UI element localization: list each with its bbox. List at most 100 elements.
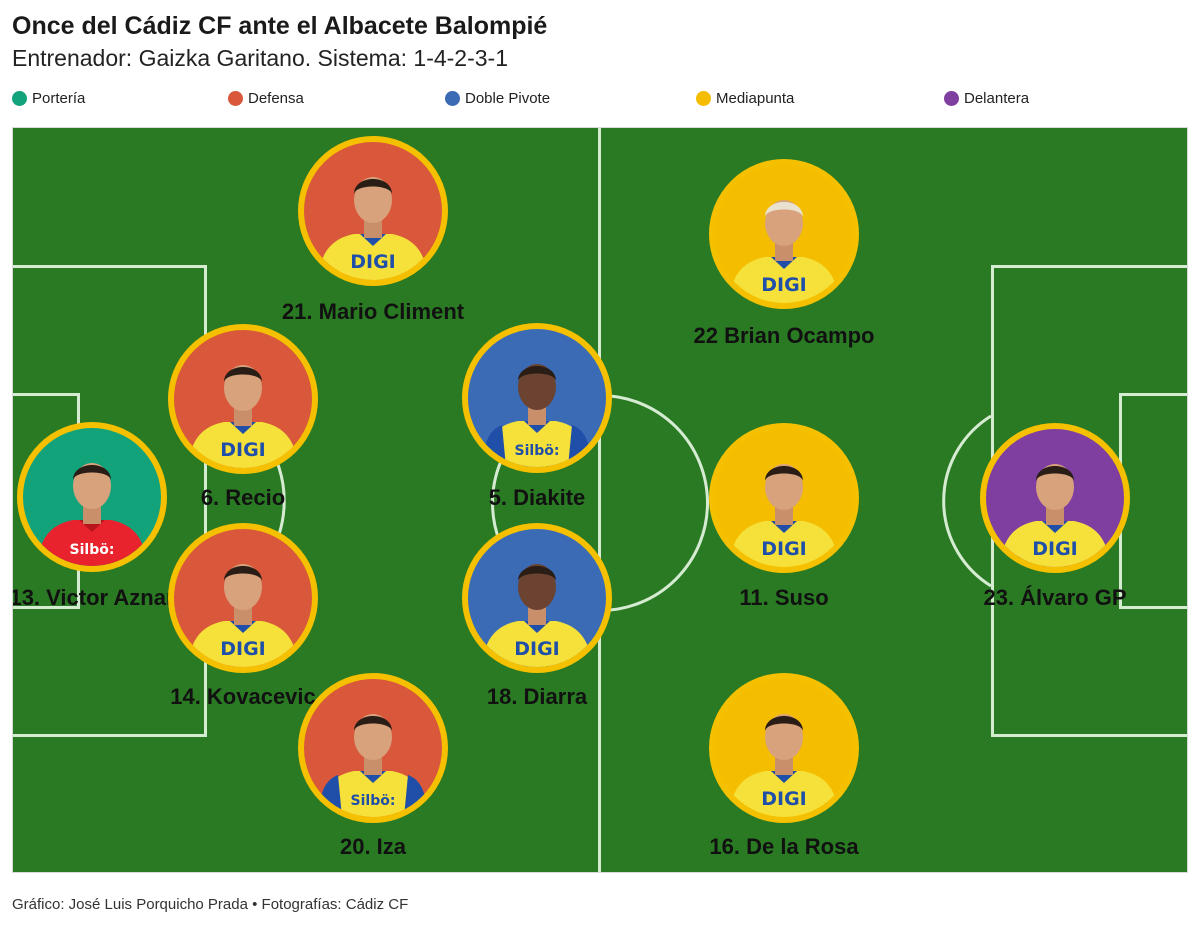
player-photo-circle: DIGI (709, 159, 859, 309)
shirt-shape (188, 422, 298, 468)
legend-dot-porteria (12, 91, 27, 106)
player-photo: DIGI (986, 429, 1124, 567)
neck-shape (528, 607, 546, 625)
player-photo: Silbö: (23, 428, 161, 566)
player-photo: DIGI (174, 330, 312, 468)
legend-label: Delantera (964, 90, 1030, 107)
player-photo: Silbö: (468, 329, 606, 467)
shirt-sleeve-right (404, 775, 428, 817)
legend-dot-delantera (944, 91, 959, 106)
shirt-sleeve-right (568, 425, 592, 467)
shirt-shape (37, 520, 147, 566)
hair-shape (518, 366, 556, 381)
shirt-sponsor-text: DIGI (514, 638, 560, 660)
hair-shape (765, 202, 803, 217)
player-photo-circle: DIGI (709, 423, 859, 573)
player-photo: DIGI (468, 529, 606, 667)
shirt-sleeve-left (318, 775, 342, 817)
football-pitch: Silbö: 13. Victor Aznar DIGI 21. Mario C… (12, 127, 1188, 873)
player-photo-circle: DIGI (980, 423, 1130, 573)
player-portrait-icon: Silbö: (482, 364, 592, 467)
head-shape (765, 200, 803, 246)
player-portrait-icon: DIGI (729, 464, 839, 567)
head-shape (1036, 464, 1074, 510)
neck-shape (528, 407, 546, 425)
player-photo: DIGI (715, 165, 853, 303)
player-name: 6. Recio (200, 485, 286, 510)
player-name: 13. Victor Aznar (12, 585, 175, 610)
player-photo-circle: DIGI (462, 523, 612, 673)
neck-shape (364, 220, 382, 238)
shirt-shape (482, 621, 592, 667)
shirt-shape (729, 257, 839, 303)
legend-label: Doble Pivote (465, 90, 551, 107)
player-name: 5. Diakite (488, 485, 586, 510)
player-photo-circle: Silbö: (17, 422, 167, 572)
legend: Portería Defensa Doble Pivote Mediapunta… (12, 90, 1188, 110)
shirt-sponsor-text: DIGI (1032, 538, 1078, 560)
player-photo-circle: DIGI (168, 324, 318, 474)
shirt-shape (318, 234, 428, 280)
shirt-sponsor-text: DIGI (220, 439, 266, 461)
legend-dot-defensa (228, 91, 243, 106)
legend-item-pivote: Doble Pivote (445, 90, 550, 107)
shirt-sponsor-text: DIGI (761, 274, 807, 296)
player-photo-circle: Silbö: (298, 673, 448, 823)
shirt-sponsor-text: DIGI (761, 788, 807, 810)
head-shape (354, 714, 392, 760)
hair-shape (354, 716, 392, 731)
left-penalty-area (13, 265, 207, 737)
neck-shape (234, 607, 252, 625)
player-photo-circle: DIGI (168, 523, 318, 673)
player-portrait-icon: DIGI (188, 564, 298, 667)
player-portrait-icon: DIGI (318, 177, 428, 280)
player-portrait-icon: Silbö: (37, 463, 147, 566)
legend-dot-mediapunta (696, 91, 711, 106)
neck-shape (1046, 507, 1064, 525)
head-shape (73, 463, 111, 509)
legend-item-defensa: Defensa (228, 90, 304, 107)
shirt-shape (482, 421, 592, 467)
head-shape (518, 364, 556, 410)
neck-shape (775, 507, 793, 525)
shirt-sponsor-text: Silbö: (515, 443, 560, 459)
player-photo-circle: Silbö: (462, 323, 612, 473)
player-photo: Silbö: (304, 679, 442, 817)
player-photo: DIGI (715, 679, 853, 817)
legend-dot-pivote (445, 91, 460, 106)
player-portrait-icon: DIGI (482, 564, 592, 667)
hair-shape (73, 465, 111, 480)
player-name: 11. Suso (739, 585, 829, 610)
player-portrait-icon: DIGI (1000, 464, 1110, 567)
neck-shape (775, 757, 793, 775)
hair-shape (224, 367, 262, 382)
hair-shape (224, 566, 262, 581)
shirt-sleeve-left (482, 425, 506, 467)
player-portrait-icon: DIGI (729, 714, 839, 817)
shirt-shape (318, 771, 428, 817)
head-shape (518, 564, 556, 610)
player-portrait-icon: DIGI (729, 200, 839, 303)
player-portrait-icon: Silbö: (318, 714, 428, 817)
player-name: 18. Diarra (486, 684, 588, 709)
player-name: 20. Iza (339, 834, 407, 859)
footer-credits: Gráfico: José Luis Porquicho Prada • Fot… (12, 896, 409, 913)
hair-shape (354, 179, 392, 194)
shirt-shape (729, 771, 839, 817)
hair-shape (518, 566, 556, 581)
shirt-shape (1000, 521, 1110, 567)
head-shape (354, 177, 392, 223)
chart-subtitle: Entrenador: Gaizka Garitano. Sistema: 1-… (12, 45, 509, 71)
legend-item-mediapunta: Mediapunta (696, 90, 794, 107)
shirt-sponsor-text: DIGI (761, 538, 807, 560)
player-name: 23. Álvaro GP (983, 585, 1127, 610)
shirt-shape (729, 521, 839, 567)
legend-label: Defensa (248, 90, 304, 107)
head-shape (224, 564, 262, 610)
player-photo: DIGI (304, 142, 442, 280)
player-name: 21. Mario Climent (281, 299, 465, 324)
head-shape (765, 464, 803, 510)
player-name: 14. Kovacevic (170, 684, 316, 709)
player-photo-circle: DIGI (709, 673, 859, 823)
player-portrait-icon: DIGI (188, 365, 298, 468)
